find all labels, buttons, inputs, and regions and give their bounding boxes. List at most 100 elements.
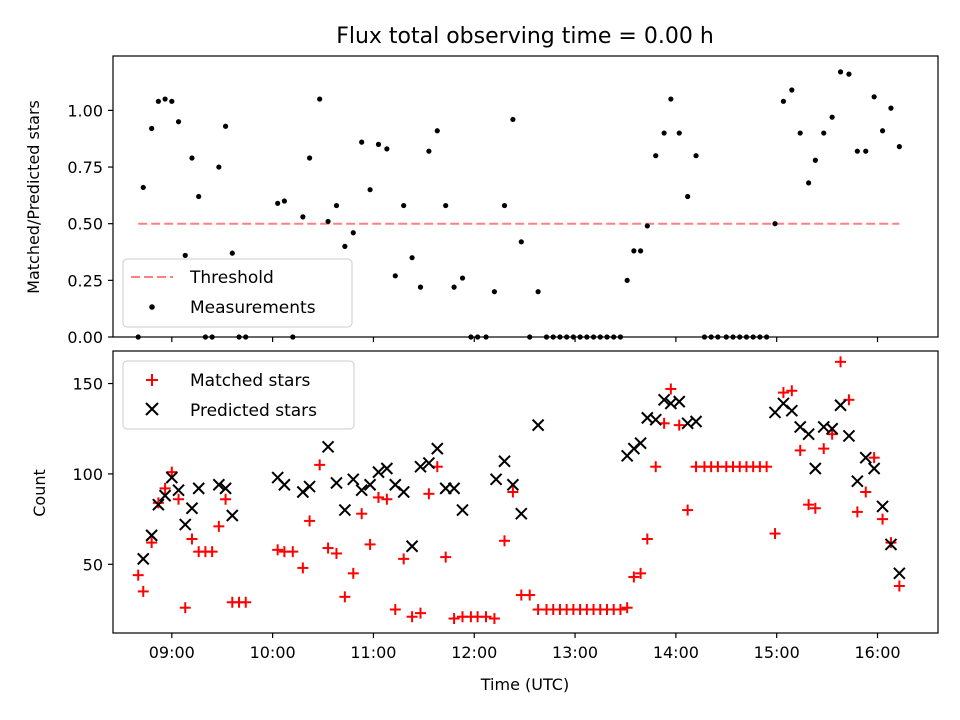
measurement-point [668,96,674,102]
matched-point [206,546,218,558]
matched-point [152,497,164,509]
matched-point [381,493,393,505]
matched-point [507,486,519,498]
matched-point [498,535,510,547]
predicted-point [330,476,343,490]
bottom-y-tick-label: 150 [72,375,103,394]
predicted-point [851,474,864,488]
measurement-point [624,277,630,283]
measurement-point [837,69,844,75]
matched-point [440,551,452,563]
x-tick-label: 16:00 [854,643,900,662]
measurement-point [896,144,902,150]
matched-point [818,443,830,455]
bottom-ylabel: Count [30,469,49,517]
measurement-point [854,148,860,154]
bottom-axes-frame [112,350,939,634]
matched-point [364,538,376,550]
matched-point [614,604,626,615]
measurement-point [333,202,340,209]
top-panel: Flux total observing time = 0.00 h Match… [24,24,939,347]
measurement-point [637,248,644,254]
matched-point [240,596,252,608]
measurement-point [155,98,161,104]
matched-point [665,383,677,395]
measurement-point [631,248,637,254]
top-legend-box [122,258,353,328]
top-axes-frame [112,55,939,338]
predicted-point [649,413,662,426]
measurement-point [879,128,886,134]
measurement-point [693,153,699,159]
bottom-panel: Count Time (UTC) 09:00 10:00 11:00 12:00 13:… [30,350,939,694]
matched-point [398,553,410,565]
predicted-point [145,529,158,542]
matched-point [786,385,798,397]
predicted-point [137,552,150,566]
matched-point [635,567,647,579]
matched-point [448,613,460,625]
measurement-point [772,221,778,227]
top-y-tick-label: 0.75 [67,158,103,177]
predicted-point [338,503,352,517]
matched-legend-swatch [146,374,158,386]
top-y-tick-label: 0.25 [67,271,103,290]
matched-point [287,546,299,558]
matched-point [769,528,781,540]
measurement-point [812,157,818,163]
matched-point [835,356,847,368]
matched-point [137,585,149,597]
measurement-point [140,184,146,191]
top-ylabel: Matched/Predicted stars [24,100,43,294]
measurement-point [491,289,498,295]
predicted-point [456,503,469,517]
top-y-tick-label: 1.00 [67,101,103,120]
predicted-point [515,507,528,520]
x-tick-label: 11:00 [350,643,396,662]
measurement-point [501,202,508,209]
matched-point [304,515,316,527]
measurements-legend-swatch [149,304,155,310]
top-legend-label-measurements: Measurements [190,298,316,318]
measurement-point [821,130,827,136]
bottom-legend-box [122,360,355,430]
matched-point [272,544,284,556]
measurement-point [216,164,222,170]
matched-point [621,602,633,614]
matched-point [314,459,326,471]
matched-point [480,611,492,623]
x-tick-label: 15:00 [754,643,800,662]
measurement-point [392,273,398,279]
predicted-point [809,462,822,475]
measurement-point [535,289,541,295]
matched-point [213,520,225,532]
x-tick-label: 13:00 [552,643,598,662]
matched-point [166,466,178,478]
predicted-point [657,393,671,407]
matched-point [868,452,880,464]
predicted-point [380,462,394,475]
measurement-point [350,230,356,236]
measurement-point [426,148,432,154]
predicted-point [192,482,205,495]
matched-point [132,569,144,581]
measurement-point [829,114,835,120]
matched-point [146,537,158,549]
matched-point [860,486,872,498]
matched-point [650,461,662,473]
predicted-point [634,436,647,450]
measurement-point [189,155,195,161]
measurement-point [417,284,424,290]
predicted-point [785,404,799,417]
predicted-point [414,460,427,473]
top-legend: Threshold Measurements [122,258,353,328]
matched-point [372,491,384,503]
predicted-point [405,540,419,553]
measurement-point [409,255,415,261]
measurement-point [653,153,659,159]
matched-point [347,567,359,579]
matched-point [809,502,821,514]
measurement-point [451,284,457,290]
measurement-point [434,128,440,134]
matched-point [414,607,426,619]
